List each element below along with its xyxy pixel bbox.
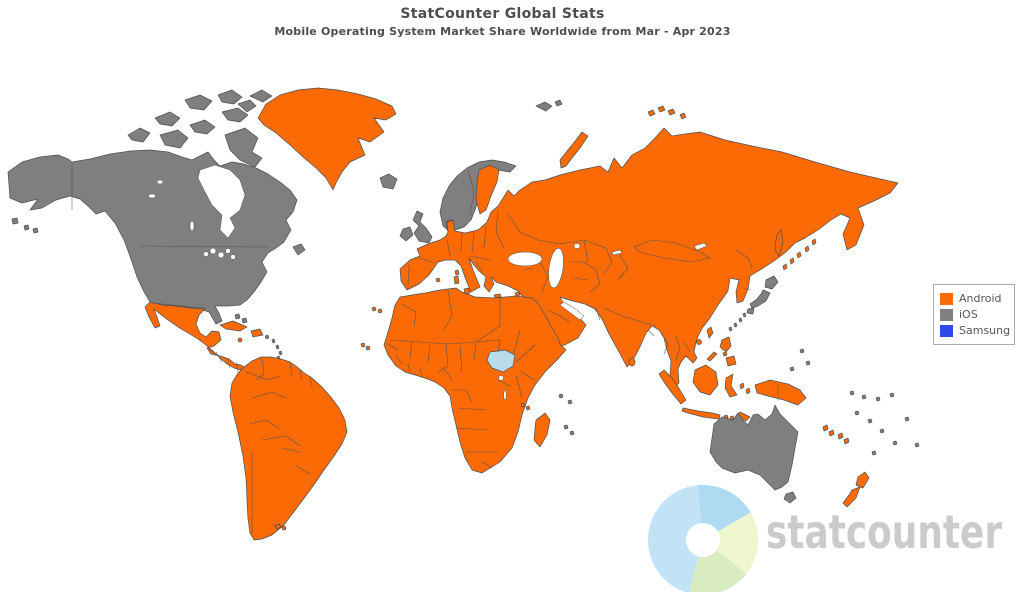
region-tasmania[interactable] xyxy=(783,491,797,504)
logo-pie-hole xyxy=(686,523,720,557)
region-pacific-islands[interactable] xyxy=(789,348,920,456)
page-subtitle: Mobile Operating System Market Share Wor… xyxy=(274,25,731,38)
great-lake xyxy=(217,251,225,259)
great-lake xyxy=(230,254,236,260)
statcounter-logo-icon xyxy=(648,485,758,592)
legend-item-android: Android xyxy=(940,291,1008,306)
region-lesser-antilles[interactable] xyxy=(271,338,283,361)
region-kurils[interactable] xyxy=(782,238,817,271)
chart-header: StatCounter Global Stats Mobile Operatin… xyxy=(0,6,1005,38)
region-south-america[interactable] xyxy=(229,356,348,541)
statcounter-watermark: statcounter xyxy=(766,505,1003,559)
caspian-sea xyxy=(548,247,564,289)
hudson-bay xyxy=(197,164,246,239)
region-melanesia[interactable] xyxy=(822,424,850,445)
great-lake xyxy=(225,248,231,254)
black-sea xyxy=(507,251,543,267)
legend-item-samsung: Samsung xyxy=(940,323,1011,338)
region-bahamas[interactable] xyxy=(234,313,248,324)
legend-label-android: Android xyxy=(959,292,1002,305)
lake-victoria xyxy=(498,375,504,381)
map-legend: Android iOS Samsung xyxy=(933,284,1015,345)
great-lake xyxy=(203,251,209,257)
legend-label-ios: iOS xyxy=(959,308,978,321)
region-philippines[interactable] xyxy=(706,336,737,367)
region-greenland[interactable] xyxy=(257,87,397,191)
region-newfoundland[interactable] xyxy=(292,243,306,256)
legend-label-samsung: Samsung xyxy=(959,324,1011,337)
ios-color-swatch xyxy=(940,308,953,321)
region-alaska-islands[interactable] xyxy=(11,217,39,234)
region-australia[interactable] xyxy=(709,404,799,491)
region-cuba[interactable] xyxy=(219,320,248,332)
region-jamaica[interactable] xyxy=(237,337,243,343)
region-africa[interactable] xyxy=(383,287,567,474)
region-indian-ocean-islands[interactable] xyxy=(558,393,575,436)
region-south-sudan[interactable] xyxy=(486,349,516,373)
logo-pie-yellow xyxy=(703,512,758,574)
samsung-color-swatch xyxy=(940,324,953,337)
region-canary-cape-verde[interactable] xyxy=(360,306,383,351)
region-sri-lanka[interactable] xyxy=(628,357,636,367)
region-novaya-zemlya[interactable] xyxy=(559,131,589,169)
region-ireland[interactable] xyxy=(399,226,414,242)
region-sakhalin[interactable] xyxy=(774,229,784,257)
aral-sea xyxy=(573,243,581,249)
region-arctic-islands[interactable] xyxy=(127,89,273,168)
lake-winnipeg xyxy=(189,220,195,232)
region-hainan[interactable] xyxy=(696,339,702,345)
region-falklands[interactable] xyxy=(274,523,287,531)
region-japan[interactable] xyxy=(746,275,779,315)
page-title: StatCounter Global Stats xyxy=(400,6,605,22)
region-uk[interactable] xyxy=(412,210,433,244)
region-ryukyu[interactable] xyxy=(728,312,747,332)
lake-baikal xyxy=(693,242,708,251)
persian-gulf xyxy=(559,301,585,321)
great-bear-lake xyxy=(156,179,164,185)
lake-tanganyika xyxy=(503,389,507,401)
region-svalbard[interactable] xyxy=(535,99,563,112)
region-puerto-rico[interactable] xyxy=(265,335,269,339)
great-slave-lake xyxy=(148,193,156,199)
region-new-guinea[interactable] xyxy=(754,379,807,406)
region-iceland[interactable] xyxy=(379,173,398,190)
region-comoros[interactable] xyxy=(520,402,531,411)
region-hispaniola[interactable] xyxy=(250,328,264,338)
region-north-america[interactable] xyxy=(7,149,298,325)
region-new-zealand[interactable] xyxy=(842,471,870,508)
country-borders xyxy=(71,162,779,536)
region-med-islands[interactable] xyxy=(435,269,521,299)
lake-balkhash xyxy=(611,249,623,256)
legend-item-ios: iOS xyxy=(940,307,1008,322)
region-madagascar[interactable] xyxy=(533,412,551,448)
android-color-swatch xyxy=(940,292,953,305)
region-indonesia[interactable] xyxy=(658,364,751,422)
great-lake xyxy=(209,247,217,255)
region-franz-josef[interactable] xyxy=(647,105,687,120)
region-eurasia[interactable] xyxy=(399,127,899,390)
region-mexico-central-america[interactable] xyxy=(144,301,245,371)
region-finland[interactable] xyxy=(475,164,500,215)
region-taiwan[interactable] xyxy=(706,326,714,339)
